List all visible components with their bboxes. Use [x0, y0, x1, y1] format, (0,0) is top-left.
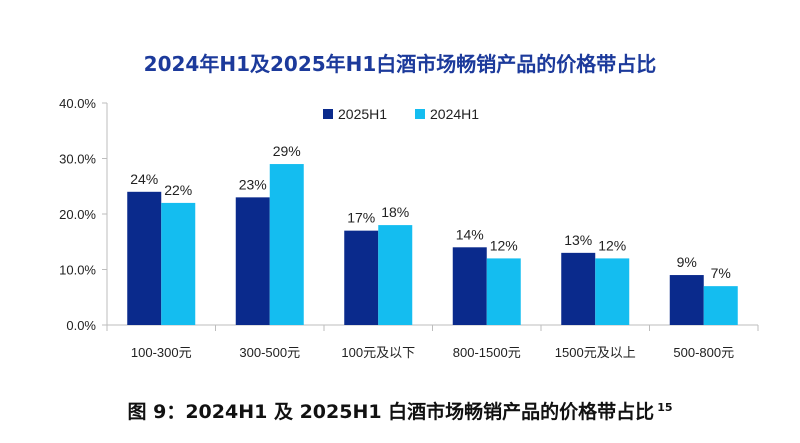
data-label: 17%	[347, 210, 375, 226]
axes: 0.0% 10.0% 20.0% 30.0% 40.0% 100-300元 300-500元…	[59, 96, 759, 360]
bar	[669, 275, 704, 325]
data-label: 9%	[677, 254, 697, 270]
bar	[452, 247, 487, 325]
y-tick-label: 0.0%	[66, 318, 96, 333]
data-label: 12%	[598, 237, 626, 253]
data-label: 18%	[381, 204, 409, 220]
y-tick-label: 20.0%	[59, 207, 96, 222]
data-label: 23%	[239, 176, 267, 192]
data-label: 12%	[490, 237, 518, 253]
legend-label: 2024H1	[430, 106, 479, 122]
bar	[595, 258, 630, 325]
data-label: 7%	[711, 265, 731, 281]
x-tick-label: 100元及以下	[341, 345, 415, 360]
data-label: 13%	[564, 232, 592, 248]
chart-title: 2024年H1及2025年H1白酒市场畅销产品的价格带占比	[144, 52, 657, 76]
figure-caption: 图 9：2024H1 及 2025H1 白酒市场畅销产品的价格带占比 15	[0, 397, 800, 424]
bar	[344, 230, 379, 325]
x-tick-label: 1500元及以上	[555, 345, 636, 360]
bar	[161, 202, 196, 325]
chart: 2024年H1及2025年H1白酒市场畅销产品的价格带占比 2025H1 2024…	[59, 52, 759, 360]
bar	[235, 197, 270, 325]
bars: 24% 22% 23% 29% 17% 18% 14% 12% 13% 12% 9% 7%	[127, 143, 738, 325]
bar	[127, 191, 162, 325]
legend-swatch	[415, 109, 425, 119]
bar	[703, 286, 738, 325]
y-tick-label: 30.0%	[59, 152, 96, 167]
y-tick-label: 10.0%	[59, 263, 96, 278]
y-tick-label: 40.0%	[59, 96, 96, 111]
bar	[378, 225, 413, 325]
x-tick-label: 800-1500元	[453, 345, 521, 360]
x-tick-label: 500-800元	[673, 345, 734, 360]
data-label: 14%	[456, 226, 484, 242]
bar	[561, 252, 596, 325]
caption-note: 15	[657, 400, 673, 414]
data-label: 29%	[273, 143, 301, 159]
caption-text: 图 9：2024H1 及 2025H1 白酒市场畅销产品的价格带占比	[127, 401, 655, 423]
bar	[269, 164, 304, 325]
legend-label: 2025H1	[338, 106, 387, 122]
x-tick-label: 100-300元	[131, 345, 192, 360]
data-label: 22%	[164, 182, 192, 198]
bar	[486, 258, 521, 325]
data-label: 24%	[130, 171, 158, 187]
x-tick-label: 300-500元	[239, 345, 300, 360]
legend: 2025H1 2024H1	[323, 106, 479, 122]
legend-swatch	[323, 109, 333, 119]
